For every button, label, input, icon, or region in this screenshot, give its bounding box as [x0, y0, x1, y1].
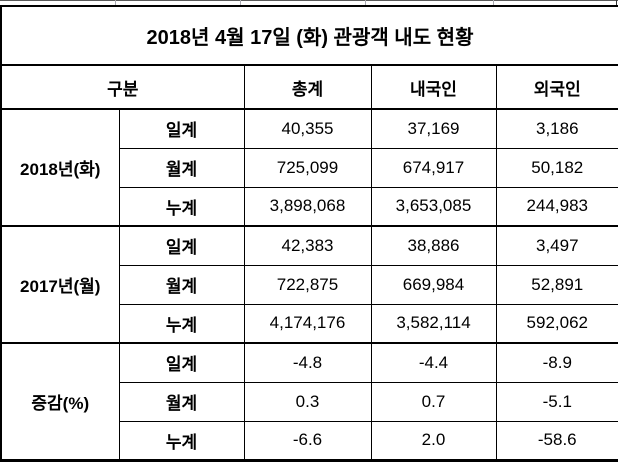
table-row: 증감(%) 일계 -4.8 -4.4 -8.9	[0, 342, 618, 461]
value-cell: 722,875	[243, 264, 372, 305]
value-cell: 674,917	[370, 147, 497, 188]
value-cell: 37,169	[370, 108, 497, 149]
value-cell: -5.1	[495, 381, 618, 422]
value-cell: 725,099	[243, 147, 372, 188]
value-cell: 3,582,114	[370, 303, 497, 344]
value-cell: 592,062	[495, 303, 618, 344]
value-cell: 3,898,068	[243, 186, 372, 227]
value-cell: 0.3	[243, 381, 372, 422]
value-cell: 244,983	[495, 186, 618, 227]
value-cell: 38,886	[370, 225, 497, 266]
value-cell: -6.6	[243, 420, 372, 461]
value-cell: 42,383	[243, 225, 372, 266]
value-cell: 3,653,085	[370, 186, 497, 227]
value-cell: 40,355	[243, 108, 372, 149]
table-row: 월계 725,099 674,917 50,182	[1, 147, 618, 188]
value-cell: 669,984	[370, 264, 497, 305]
value-cell: -8.9	[495, 342, 618, 383]
value-cell: -4.4	[370, 342, 497, 383]
value-cell: -4.8	[243, 342, 372, 383]
header-total: 총계	[243, 64, 372, 110]
value-cell: 4,174,176	[243, 303, 372, 344]
value-cell: 50,182	[495, 147, 618, 188]
value-cell: 0.7	[370, 381, 497, 422]
row-label: 누계	[118, 303, 245, 344]
row-label: 일계	[118, 225, 245, 266]
row-label: 월계	[118, 147, 245, 188]
table-title: 2018년 4월 17일 (화) 관광객 내도 현황	[1, 6, 618, 66]
gridline-tick	[240, 0, 241, 5]
row-label: 일계	[118, 342, 245, 383]
table-row: 누계 3,898,068 3,653,085 244,983	[1, 186, 618, 227]
row-label: 월계	[118, 264, 245, 305]
row-label: 일계	[118, 108, 245, 149]
value-cell: 2.0	[370, 420, 497, 461]
gridline-tick	[493, 0, 494, 5]
header-domestic: 내국인	[370, 64, 497, 110]
gridline-tick	[616, 0, 617, 5]
tourist-arrivals-table: 2018년 4월 17일 (화) 관광객 내도 현황 구분 총계 내국인 외국인…	[0, 5, 618, 462]
header-foreign: 외국인	[495, 64, 618, 110]
group-label-2017: 2017년(월)	[0, 225, 120, 344]
table-header-row: 구분 총계 내국인 외국인	[0, 64, 618, 110]
table-row: 2018년(화) 일계 40,355 37,169 3,186	[0, 108, 618, 227]
top-gridline	[0, 0, 618, 1]
group-label-change: 증감(%)	[0, 342, 120, 461]
table-title-row: 2018년 4월 17일 (화) 관광객 내도 현황	[1, 6, 618, 66]
table-row: 누계 4,174,176 3,582,114 592,062	[1, 303, 618, 344]
group-label-2018: 2018년(화)	[0, 108, 120, 227]
value-cell: -58.6	[495, 420, 618, 461]
row-label: 월계	[118, 381, 245, 422]
gridline-tick	[365, 0, 366, 5]
row-label: 누계	[118, 186, 245, 227]
row-label: 누계	[118, 420, 245, 461]
table-row: 2017년(월) 일계 42,383 38,886 3,497	[0, 225, 618, 344]
value-cell: 3,497	[495, 225, 618, 266]
table-row: 월계 722,875 669,984 52,891	[1, 264, 618, 305]
value-cell: 3,186	[495, 108, 618, 149]
gridline-tick	[115, 0, 116, 5]
table-row: 누계 -6.6 2.0 -58.6	[1, 420, 618, 461]
header-gubun: 구분	[0, 64, 245, 110]
value-cell: 52,891	[495, 264, 618, 305]
